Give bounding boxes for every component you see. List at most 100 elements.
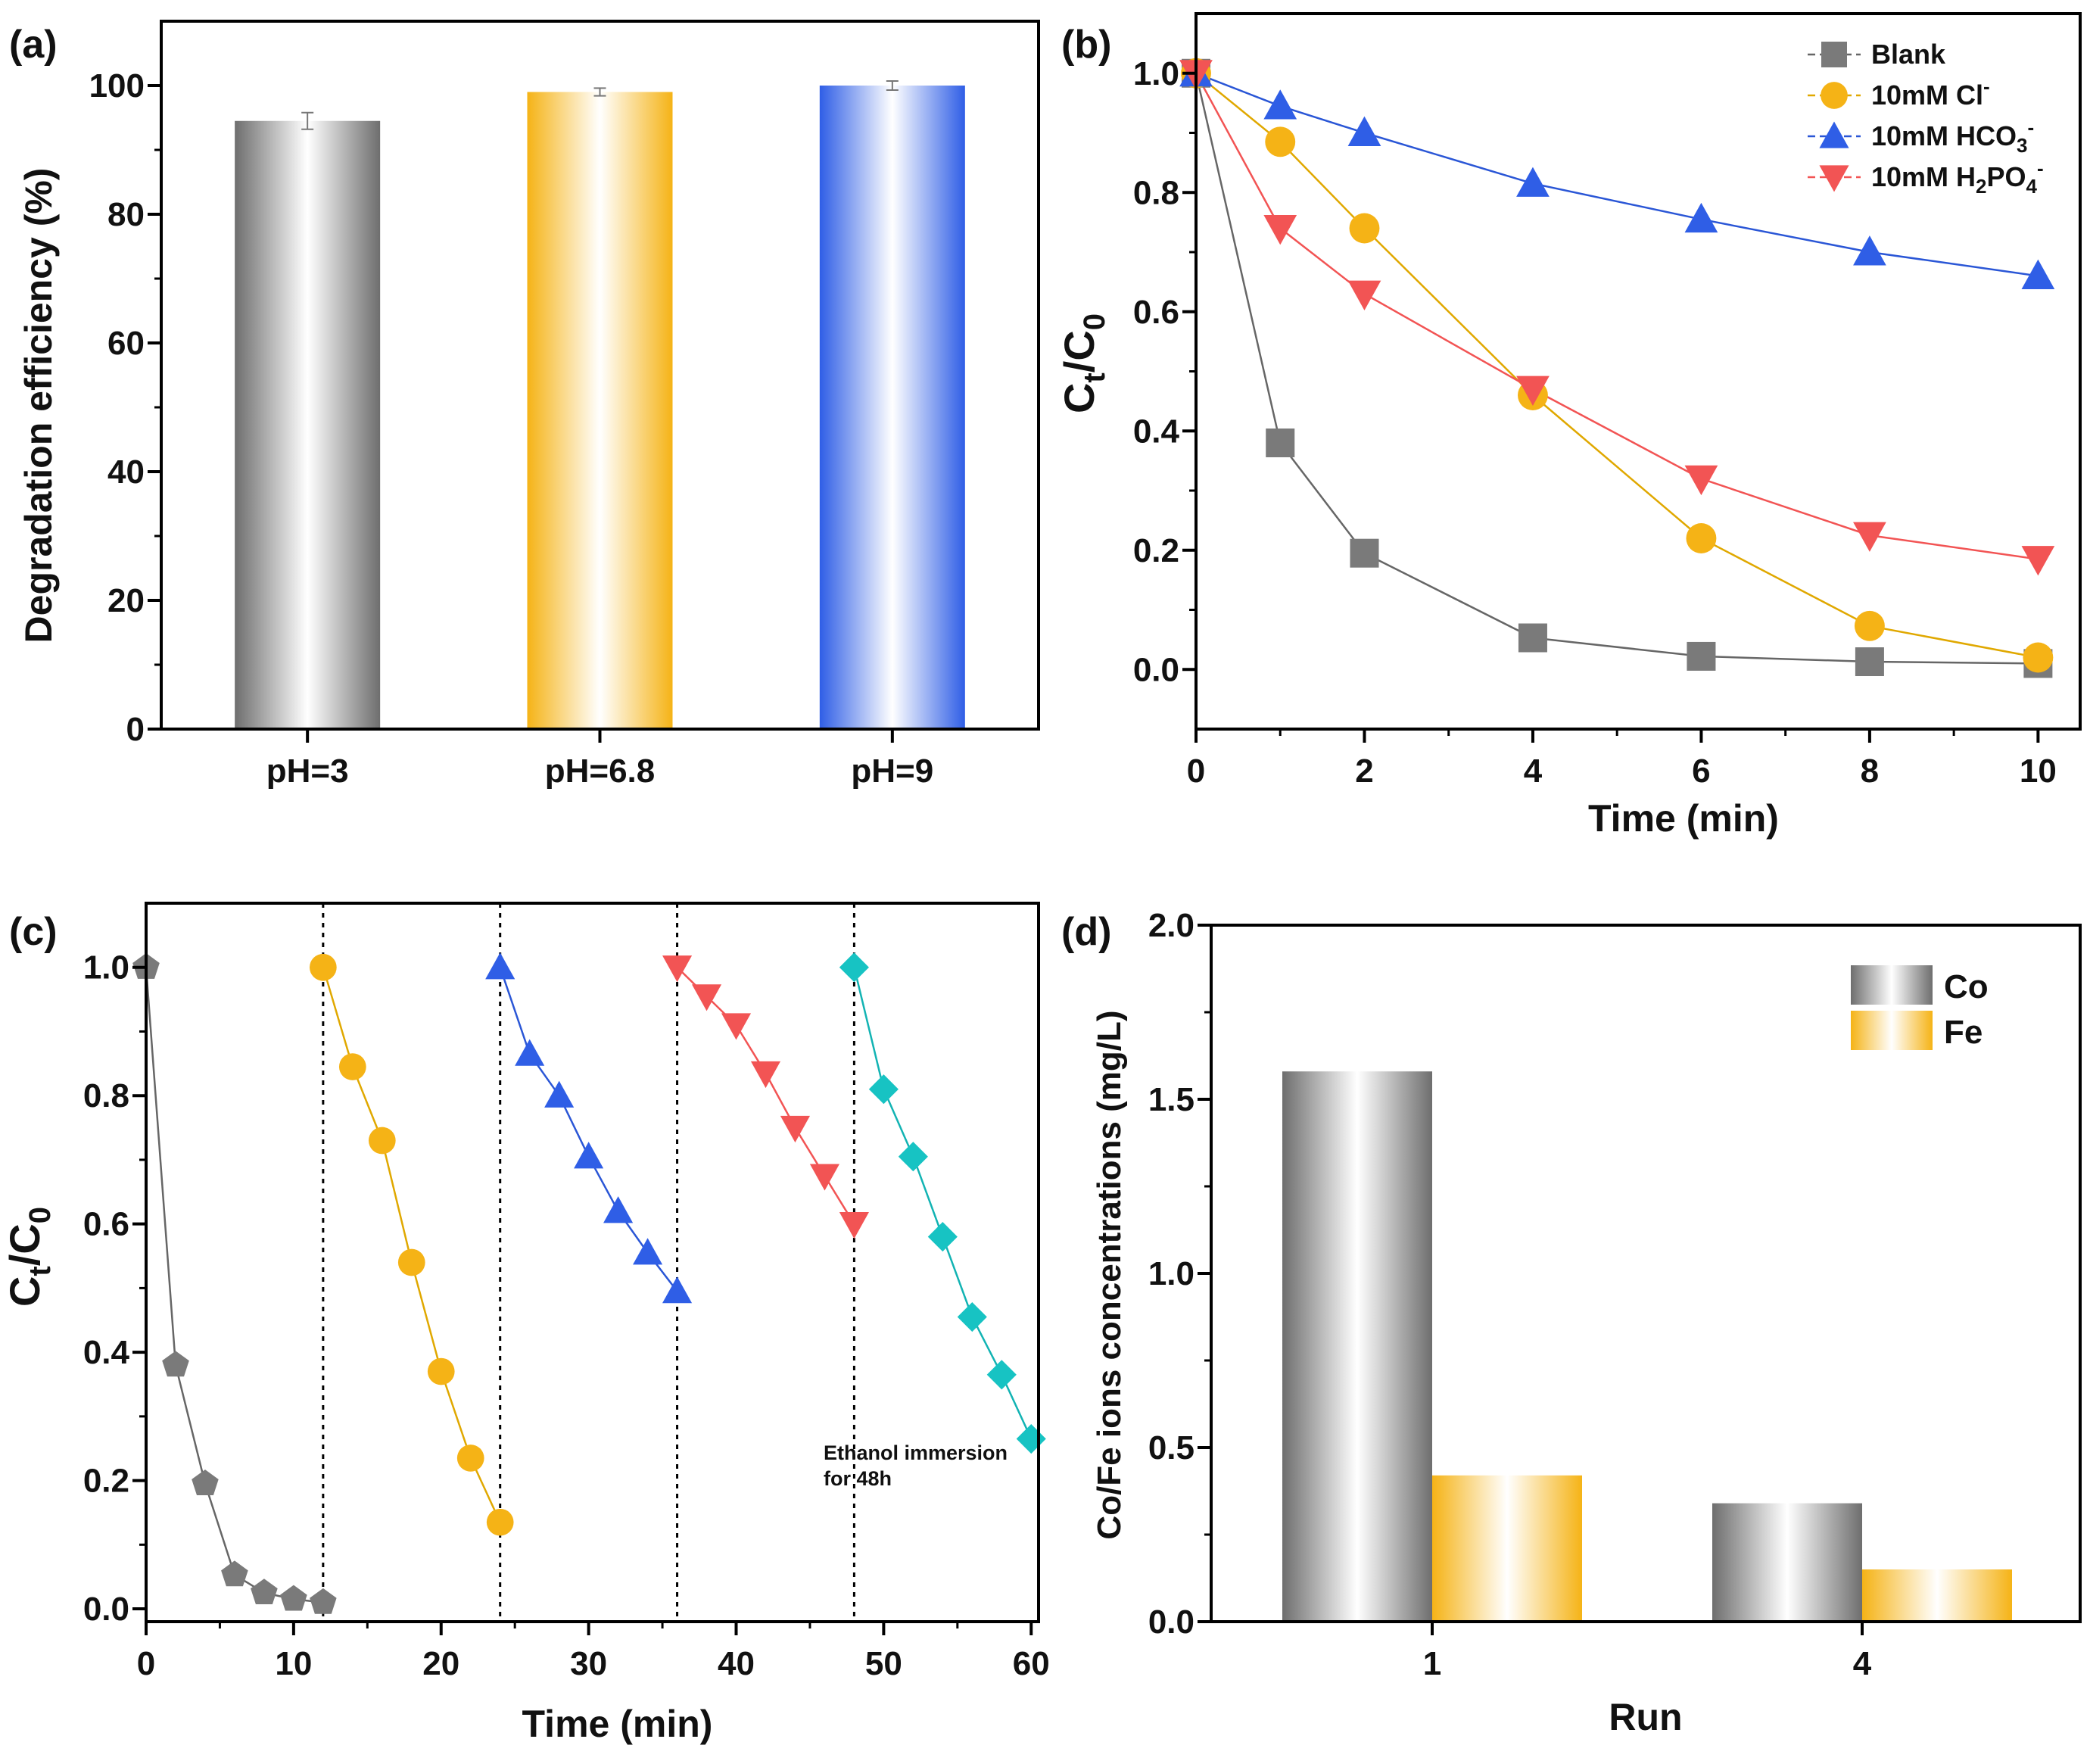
data-point (1854, 610, 1885, 641)
plot-frame (160, 20, 1040, 731)
data-point (957, 1301, 987, 1332)
data-point (515, 1039, 545, 1066)
y-tick-label: 0.0 (83, 1591, 129, 1628)
data-point (721, 1013, 752, 1040)
y-tick-label: 20 (107, 582, 145, 619)
y-tick-label: 0.8 (83, 1077, 129, 1114)
data-point (544, 1080, 575, 1108)
legend-label: Co (1944, 968, 1989, 1005)
y-axis-title-subscript: 0 (1078, 313, 1111, 330)
bar (1432, 1475, 1582, 1622)
data-point (1266, 429, 1295, 457)
x-axis-title: Time (min) (522, 1703, 713, 1745)
panel-c-chart: 0.0 0.2 0.4 0.6 0.8 1.0 0 10 20 30 40 50 60 Time (min… (1, 902, 1050, 1745)
x-tick-label: 50 (865, 1645, 902, 1682)
data-point (1684, 202, 1718, 233)
annotation-text: Ethanol immersion (824, 1441, 1008, 1464)
plot-frame (145, 902, 1040, 1623)
data-point (251, 1579, 278, 1604)
legend-label: Blank (1871, 39, 1946, 70)
y-tick-label: 1.0 (83, 949, 129, 986)
legend-swatch (1851, 1011, 1933, 1050)
data-point (574, 1142, 604, 1169)
data-point (927, 1222, 958, 1252)
data-point (192, 1469, 219, 1495)
y-tick-label: 0.0 (1148, 1603, 1195, 1641)
data-point (1347, 280, 1381, 310)
series-line-0 (145, 967, 324, 1603)
y-tick-label: 40 (107, 453, 145, 491)
panel-label: (b) (1061, 23, 1111, 67)
data-point (839, 952, 869, 983)
data-point (1516, 167, 1550, 197)
y-axis-title: Degradation efficiency (%) (17, 168, 60, 644)
y-axis-title: Ct/C0 (1, 1207, 57, 1307)
data-point (750, 1061, 781, 1089)
data-point (1263, 215, 1297, 245)
data-point (2021, 546, 2055, 576)
series-line-2 (499, 967, 678, 1292)
y-tick-label: 60 (107, 325, 145, 362)
y-axis-title-subscript: t (1078, 372, 1111, 382)
data-point (310, 1588, 337, 1614)
data-point (397, 1248, 425, 1276)
data-point (280, 1585, 307, 1611)
bar (235, 120, 381, 729)
y-tick-label: 1.0 (1148, 1255, 1195, 1292)
x-tick-label: 10 (2020, 753, 2057, 790)
x-tick-label: 10 (275, 1645, 312, 1682)
legend-label: Fe (1944, 1014, 1983, 1051)
bar (527, 92, 673, 729)
legend-label-subscript: 2 (1976, 175, 1986, 198)
panel-d-chart: 1 4 0.0 0.5 1.0 1.5 2.0 Run Co/Fe ions concentra… (1061, 907, 2082, 1738)
y-tick-label: 0.4 (83, 1334, 130, 1371)
panel-label: (c) (9, 910, 58, 954)
y-tick-label: 1.0 (1133, 55, 1179, 92)
bar (819, 86, 965, 729)
data-point (1263, 89, 1297, 120)
y-axis-title-subscript: t (23, 1266, 57, 1276)
x-tick-label: 0 (137, 1645, 155, 1682)
y-tick-label: 0.2 (83, 1463, 129, 1500)
x-axis-title: Run (1609, 1696, 1682, 1738)
x-category-label: pH=3 (266, 753, 349, 790)
y-axis-title: Co/Fe ions concentrations (mg/L) (1091, 1010, 1128, 1539)
y-axis-title-part: C (1, 1276, 48, 1307)
data-point (310, 953, 337, 981)
data-point (221, 1560, 248, 1587)
x-tick-label: 6 (1692, 753, 1710, 790)
data-point (427, 1357, 455, 1385)
data-point (1265, 126, 1296, 157)
x-tick-label: 20 (422, 1645, 459, 1682)
y-tick-label: 2.0 (1148, 907, 1195, 944)
legend-marker (1819, 165, 1849, 192)
x-category-label: pH=9 (851, 753, 933, 790)
data-point (1350, 538, 1379, 568)
panel-label: (a) (9, 23, 58, 67)
legend-label-part: Blank (1871, 39, 1946, 70)
data-point (868, 1074, 899, 1105)
data-point (1684, 465, 1718, 496)
data-point (780, 1115, 811, 1143)
data-point (162, 1351, 189, 1377)
y-axis-title-subscript: 0 (23, 1207, 57, 1223)
y-axis-title-part: C (1055, 383, 1103, 413)
y-tick-label: 0 (126, 711, 145, 748)
data-point (1516, 376, 1550, 406)
panel-label: (d) (1061, 910, 1111, 954)
legend-label: 10mM HCO3- (1871, 116, 2034, 157)
x-tick-label: 60 (1013, 1645, 1050, 1682)
legend-label-part: PO (1987, 161, 2026, 192)
legend-label: 10mM Cl- (1871, 75, 1990, 111)
series-line-3 (676, 966, 855, 1225)
x-tick-label: 2 (1355, 753, 1373, 790)
y-axis-title-part: /C (1, 1223, 48, 1266)
data-point (986, 1360, 1017, 1390)
data-point (1855, 647, 1884, 677)
legend-label-subscript: 4 (2026, 175, 2038, 198)
y-tick-label: 0.6 (1133, 294, 1179, 331)
data-point (839, 1212, 869, 1239)
series-line-1 (322, 967, 501, 1523)
